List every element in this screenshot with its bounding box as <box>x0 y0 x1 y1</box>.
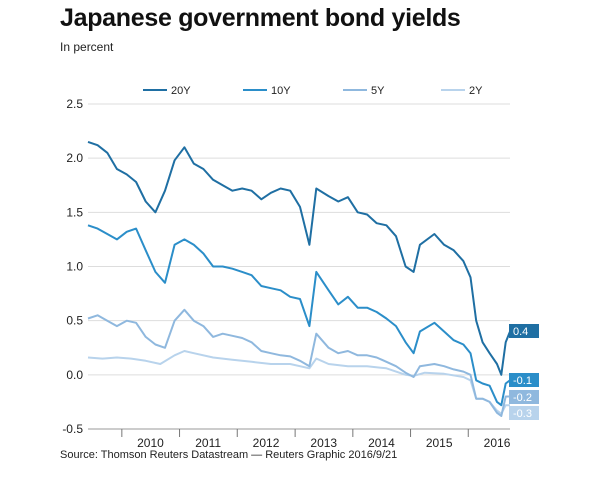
y-tick-label: 2.0 <box>66 151 83 165</box>
legend-label: 5Y <box>371 85 385 97</box>
y-tick-label: 2.5 <box>66 97 83 111</box>
x-tick-label: 2014 <box>368 436 395 450</box>
x-tick-label: 2012 <box>253 436 280 450</box>
legend-label: 2Y <box>469 85 483 97</box>
end-label-2y: -0.3 <box>509 406 539 420</box>
end-label-box <box>509 324 539 338</box>
series-lines <box>87 140 511 417</box>
end-value-labels: 0.4 -0.1 -0.2 -0.3 <box>509 324 539 420</box>
x-tick-label: 2015 <box>426 436 453 450</box>
series-line-10y <box>87 224 511 407</box>
x-tick-label: 2016 <box>484 436 511 450</box>
end-label-20y: 0.4 <box>509 324 539 338</box>
x-axis: 2010 2011 2012 2013 2014 2015 2016 <box>88 428 511 450</box>
y-axis-ticks: 2.5 2.0 1.5 1.0 0.5 0.0 -0.5 <box>62 97 83 436</box>
legend-label: 20Y <box>171 85 191 97</box>
y-tick-label: -0.5 <box>62 422 83 436</box>
chart-title: Japanese government bond yields <box>60 4 461 32</box>
end-label-text: -0.1 <box>513 375 532 387</box>
x-tick-label: 2010 <box>137 436 164 450</box>
end-label-text: -0.3 <box>513 408 532 420</box>
end-label-text: 0.4 <box>513 326 528 338</box>
chart-subtitle: In percent <box>60 40 114 54</box>
gridlines <box>88 103 510 430</box>
end-label-text: -0.2 <box>513 392 532 404</box>
x-tick-label: 2013 <box>310 436 337 450</box>
legend-label: 10Y <box>271 85 291 97</box>
y-tick-label: 1.5 <box>66 205 83 219</box>
x-tick-label: 2011 <box>195 436 221 450</box>
end-label-5y: -0.2 <box>509 390 539 404</box>
y-tick-label: 0.5 <box>66 314 83 328</box>
series-line-20y <box>87 140 511 376</box>
series-line-5y <box>87 308 510 417</box>
y-tick-label: 1.0 <box>66 260 83 274</box>
source-note: Source: Thomson Reuters Datastream — Reu… <box>60 449 398 461</box>
legend: 20Y 10Y 5Y 2Y <box>143 85 483 97</box>
y-tick-label: 0.0 <box>66 368 83 382</box>
end-label-box <box>509 390 539 404</box>
end-label-10y: -0.1 <box>509 373 539 387</box>
end-label-box <box>509 373 539 387</box>
end-label-box <box>509 406 539 420</box>
